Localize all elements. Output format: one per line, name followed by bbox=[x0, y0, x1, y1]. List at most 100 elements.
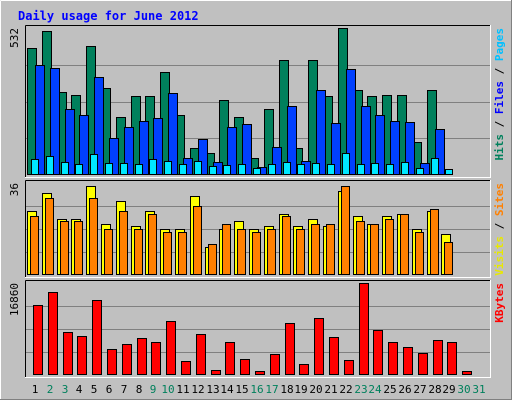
x-tick-label-26: 26 bbox=[398, 383, 411, 396]
kbytes-ymax-label: 16860 bbox=[8, 283, 21, 316]
series-sites bbox=[30, 186, 453, 275]
kbytes-bar-day-26 bbox=[403, 347, 413, 375]
files-bar-day-22 bbox=[346, 69, 356, 175]
files-bar-day-21 bbox=[331, 123, 341, 175]
files-bar-day-18 bbox=[287, 106, 297, 175]
kbytes-bar-day-12 bbox=[196, 334, 206, 375]
pages-bar-day-6 bbox=[105, 163, 113, 175]
sites-bar-day-18 bbox=[282, 216, 291, 275]
pages-bar-day-18 bbox=[283, 162, 291, 175]
kbytes-bar-day-1 bbox=[33, 305, 43, 375]
x-tick-label-11: 11 bbox=[176, 383, 189, 396]
pages-bar-day-20 bbox=[312, 163, 320, 175]
files-bar-day-3 bbox=[65, 109, 75, 175]
pages-bar-day-26 bbox=[401, 162, 409, 175]
hits-legend-part-2: / bbox=[493, 114, 506, 134]
hits-ymax-label: 532 bbox=[8, 28, 21, 48]
kbytes-bar-day-19 bbox=[299, 364, 309, 375]
pages-bar-day-5 bbox=[90, 154, 98, 175]
sites-bar-day-29 bbox=[444, 242, 453, 275]
x-tick-label-7: 7 bbox=[121, 383, 128, 396]
files-bar-day-7 bbox=[124, 127, 134, 175]
visits-legend-label: Visits / Sites bbox=[493, 183, 506, 276]
pages-bar-day-7 bbox=[120, 163, 128, 175]
files-bar-day-5 bbox=[94, 77, 104, 175]
pages-bar-day-28 bbox=[431, 158, 439, 175]
pages-bar-day-4 bbox=[75, 164, 83, 175]
x-tick-label-19: 19 bbox=[294, 383, 307, 396]
series-pages bbox=[31, 153, 453, 175]
chart-title: Daily usage for June 2012 bbox=[18, 9, 199, 23]
x-tick-label-8: 8 bbox=[136, 383, 143, 396]
files-bar-day-10 bbox=[168, 93, 178, 175]
hits-panel: 532 Hits / Files / Pages bbox=[8, 25, 506, 178]
sites-bar-day-21 bbox=[326, 224, 335, 275]
visits-legend-part-1: Visits bbox=[493, 236, 506, 276]
files-bar-day-9 bbox=[153, 118, 163, 175]
pages-bar-day-24 bbox=[371, 163, 379, 175]
sites-bar-day-22 bbox=[341, 186, 350, 275]
sites-bar-day-26 bbox=[400, 214, 409, 275]
kbytes-bar-day-15 bbox=[240, 359, 250, 375]
pages-bar-day-3 bbox=[61, 162, 69, 175]
kbytes-bar-day-29 bbox=[447, 342, 457, 375]
kbytes-bar-day-2 bbox=[48, 292, 58, 375]
hits-legend-part-5: Pages bbox=[493, 28, 506, 61]
sites-bar-day-3 bbox=[60, 221, 69, 275]
x-tick-label-28: 28 bbox=[428, 383, 441, 396]
pages-bar-day-13 bbox=[209, 166, 217, 175]
pages-bar-day-27 bbox=[416, 168, 424, 175]
sites-bar-day-23 bbox=[356, 221, 365, 275]
x-tick-label-1: 1 bbox=[32, 383, 39, 396]
hits-legend-part-1: Hits bbox=[493, 134, 506, 161]
kbytes-legend-label: KBytes bbox=[493, 283, 506, 323]
files-bar-day-12 bbox=[198, 139, 208, 175]
pages-bar-day-17 bbox=[268, 164, 276, 175]
sites-bar-day-7 bbox=[119, 211, 128, 275]
sites-bar-day-14 bbox=[222, 224, 231, 275]
kbytes-bar-day-28 bbox=[433, 340, 443, 375]
x-tick-label-17: 17 bbox=[265, 383, 278, 396]
files-bar-day-23 bbox=[361, 106, 371, 175]
sites-bar-day-13 bbox=[208, 244, 217, 275]
sites-bar-day-10 bbox=[163, 232, 172, 275]
sites-bar-day-4 bbox=[74, 221, 83, 275]
sites-bar-day-9 bbox=[148, 214, 157, 275]
sites-bar-day-1 bbox=[30, 216, 39, 275]
series-kbytes bbox=[33, 283, 472, 375]
hits-legend-part-3: Files bbox=[493, 81, 506, 114]
files-bar-day-15 bbox=[242, 124, 252, 175]
files-bar-day-2 bbox=[50, 68, 60, 175]
sites-bar-day-20 bbox=[311, 224, 320, 275]
kbytes-bar-day-16 bbox=[255, 371, 265, 375]
sites-bar-day-19 bbox=[296, 229, 305, 275]
visits-ymax-label: 36 bbox=[8, 183, 21, 196]
pages-bar-day-29 bbox=[445, 169, 453, 175]
hits-legend-part-4: / bbox=[493, 61, 506, 81]
files-bar-day-24 bbox=[375, 115, 385, 175]
hits-legend-label: Hits / Files / Pages bbox=[493, 28, 506, 161]
sites-bar-day-6 bbox=[104, 229, 113, 275]
x-tick-label-25: 25 bbox=[383, 383, 396, 396]
sites-bar-day-27 bbox=[415, 232, 424, 275]
kbytes-bar-day-23 bbox=[359, 283, 369, 375]
x-tick-label-18: 18 bbox=[280, 383, 293, 396]
sites-bar-day-15 bbox=[237, 229, 246, 275]
pages-bar-day-2 bbox=[46, 156, 54, 175]
x-tick-label-21: 21 bbox=[324, 383, 337, 396]
panels-layer: 532 Hits / Files / Pages 36 Visits / Sites 1… bbox=[8, 25, 506, 378]
pages-bar-day-14 bbox=[223, 165, 231, 175]
kbytes-bar-day-21 bbox=[329, 337, 339, 375]
visits-legend-part-2: / bbox=[493, 216, 506, 236]
x-tick-label-31: 31 bbox=[472, 383, 485, 396]
kbytes-bar-day-13 bbox=[211, 370, 221, 375]
kbytes-bar-day-30 bbox=[462, 371, 472, 375]
sites-bar-day-8 bbox=[134, 229, 143, 275]
pages-bar-day-22 bbox=[342, 153, 350, 175]
x-axis-labels: 1 2 3 4 5 6 7 8 9 10 11 12 13 14 15 16 17 18 19 20 21 22 23 24 2… bbox=[32, 383, 486, 396]
series-files bbox=[35, 65, 445, 175]
kbytes-bar-day-3 bbox=[63, 332, 73, 375]
x-tick-label-4: 4 bbox=[76, 383, 83, 396]
kbytes-bar-day-25 bbox=[388, 342, 398, 375]
x-tick-label-9: 9 bbox=[150, 383, 157, 396]
